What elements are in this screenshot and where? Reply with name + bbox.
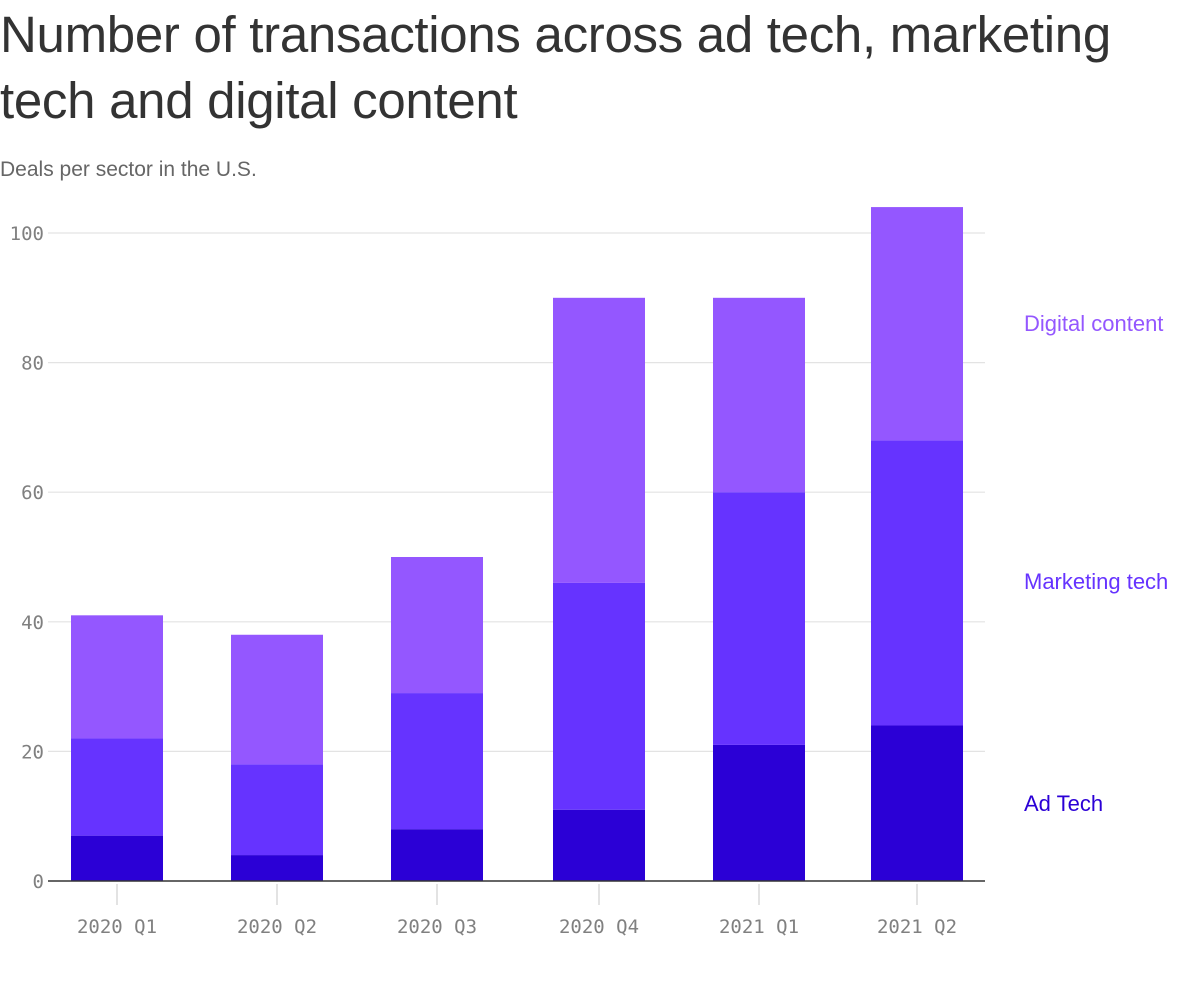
bar-segment-ad-tech xyxy=(553,809,645,881)
x-tick-label: 2021 Q2 xyxy=(877,916,957,938)
bar-segment-marketing-tech xyxy=(391,693,483,830)
bar-segment-marketing-tech xyxy=(553,582,645,810)
bar-segment-ad-tech xyxy=(231,855,323,881)
legend-label-digital-content: Digital content xyxy=(1024,311,1163,336)
bar-segment-marketing-tech xyxy=(871,440,963,726)
y-tick-label: 20 xyxy=(21,741,44,763)
bars xyxy=(71,207,963,881)
axes: 0 20 40 60 80 100 2020 Q1 2020 Q2 2020 Q3 2020 Q4… xyxy=(10,223,985,938)
bar-segment-digital-content xyxy=(391,557,483,694)
legend: Digital content Marketing tech Ad Tech xyxy=(1024,311,1168,816)
bar-segment-marketing-tech xyxy=(713,492,805,745)
y-tick-label: 0 xyxy=(33,871,44,893)
bar-segment-ad-tech xyxy=(713,744,805,881)
bar-segment-digital-content xyxy=(553,297,645,583)
bar-segment-digital-content xyxy=(71,615,163,739)
legend-label-ad-tech: Ad Tech xyxy=(1024,791,1103,816)
bar-segment-digital-content xyxy=(871,207,963,441)
x-tick-label: 2020 Q1 xyxy=(77,916,157,938)
chart-subtitle: Deals per sector in the U.S. xyxy=(0,158,257,181)
bar-segment-ad-tech xyxy=(71,835,163,881)
legend-label-marketing-tech: Marketing tech xyxy=(1024,569,1168,594)
gridlines xyxy=(48,232,985,753)
bar-segment-digital-content xyxy=(231,634,323,765)
x-tick-label: 2021 Q1 xyxy=(719,916,799,938)
x-tick-label: 2020 Q2 xyxy=(237,916,317,938)
bar-segment-marketing-tech xyxy=(231,764,323,856)
y-tick-label: 60 xyxy=(21,482,44,504)
y-tick-label: 100 xyxy=(10,223,44,245)
bar-segment-ad-tech xyxy=(391,829,483,881)
bar-segment-ad-tech xyxy=(871,725,963,881)
chart-title: Number of transactions across ad tech, m… xyxy=(0,6,1111,129)
y-tick-label: 80 xyxy=(21,353,44,375)
x-tick-label: 2020 Q4 xyxy=(559,916,639,938)
bar-segment-digital-content xyxy=(713,297,805,493)
x-tick-label: 2020 Q3 xyxy=(397,916,477,938)
y-tick-label: 40 xyxy=(21,612,44,634)
bar-segment-marketing-tech xyxy=(71,738,163,836)
